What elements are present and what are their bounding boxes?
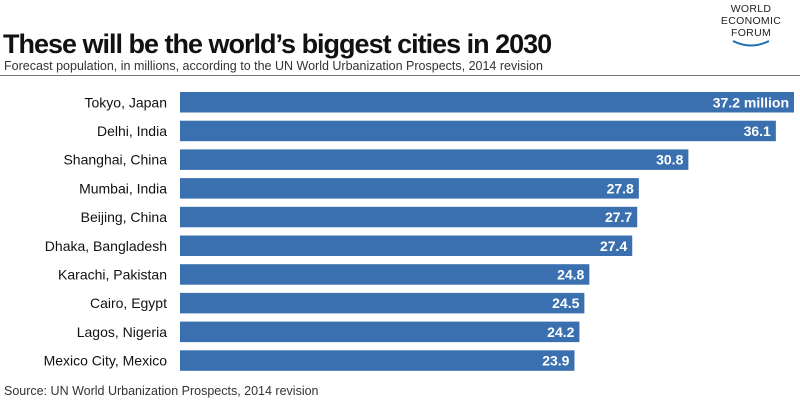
value-label: 37.2 million [713,94,789,110]
logo-arc-icon [732,40,770,47]
category-label: Delhi, India [97,123,167,139]
value-label: 24.2 [547,324,574,340]
category-label: Karachi, Pakistan [58,266,167,282]
category-label: Cairo, Egypt [90,295,167,311]
bar [180,292,585,314]
value-label: 30.8 [656,152,683,168]
bar [180,120,776,142]
bar [180,92,794,113]
category-label: Mumbai, India [79,180,167,196]
bar [180,149,689,170]
value-label: 27.4 [600,238,627,254]
source-note: Source: UN World Urbanization Prospects,… [4,384,319,398]
logo-line-forum: FORUM [731,27,771,39]
logo-line-world: WORLD [730,3,772,15]
bar [180,350,575,371]
bar [180,178,639,199]
value-label: 24.8 [557,266,584,282]
category-label: Shanghai, China [63,152,167,168]
bar [180,235,633,256]
value-label: 36.1 [744,123,771,139]
logo-line-economic: ECONOMIC [720,15,782,27]
title-divider [0,75,800,76]
value-label: 27.8 [607,180,634,196]
bar [180,321,580,343]
category-label: Tokyo, Japan [85,94,168,110]
category-label: Mexico City, Mexico [44,353,168,369]
wef-logo: WORLD ECONOMIC FORUM [706,3,796,65]
value-label: 24.5 [552,295,579,311]
chart-subtitle: Forecast population, in millions, accord… [4,59,543,73]
value-label: 27.7 [605,209,632,225]
category-label: Beijing, China [81,209,168,225]
category-label: Lagos, Nigeria [77,324,167,340]
category-label: Dhaka, Bangladesh [45,238,167,254]
bar [180,206,638,228]
chart-title: These will be the world’s biggest cities… [3,29,552,59]
value-label: 23.9 [542,353,569,369]
bar [180,264,590,285]
